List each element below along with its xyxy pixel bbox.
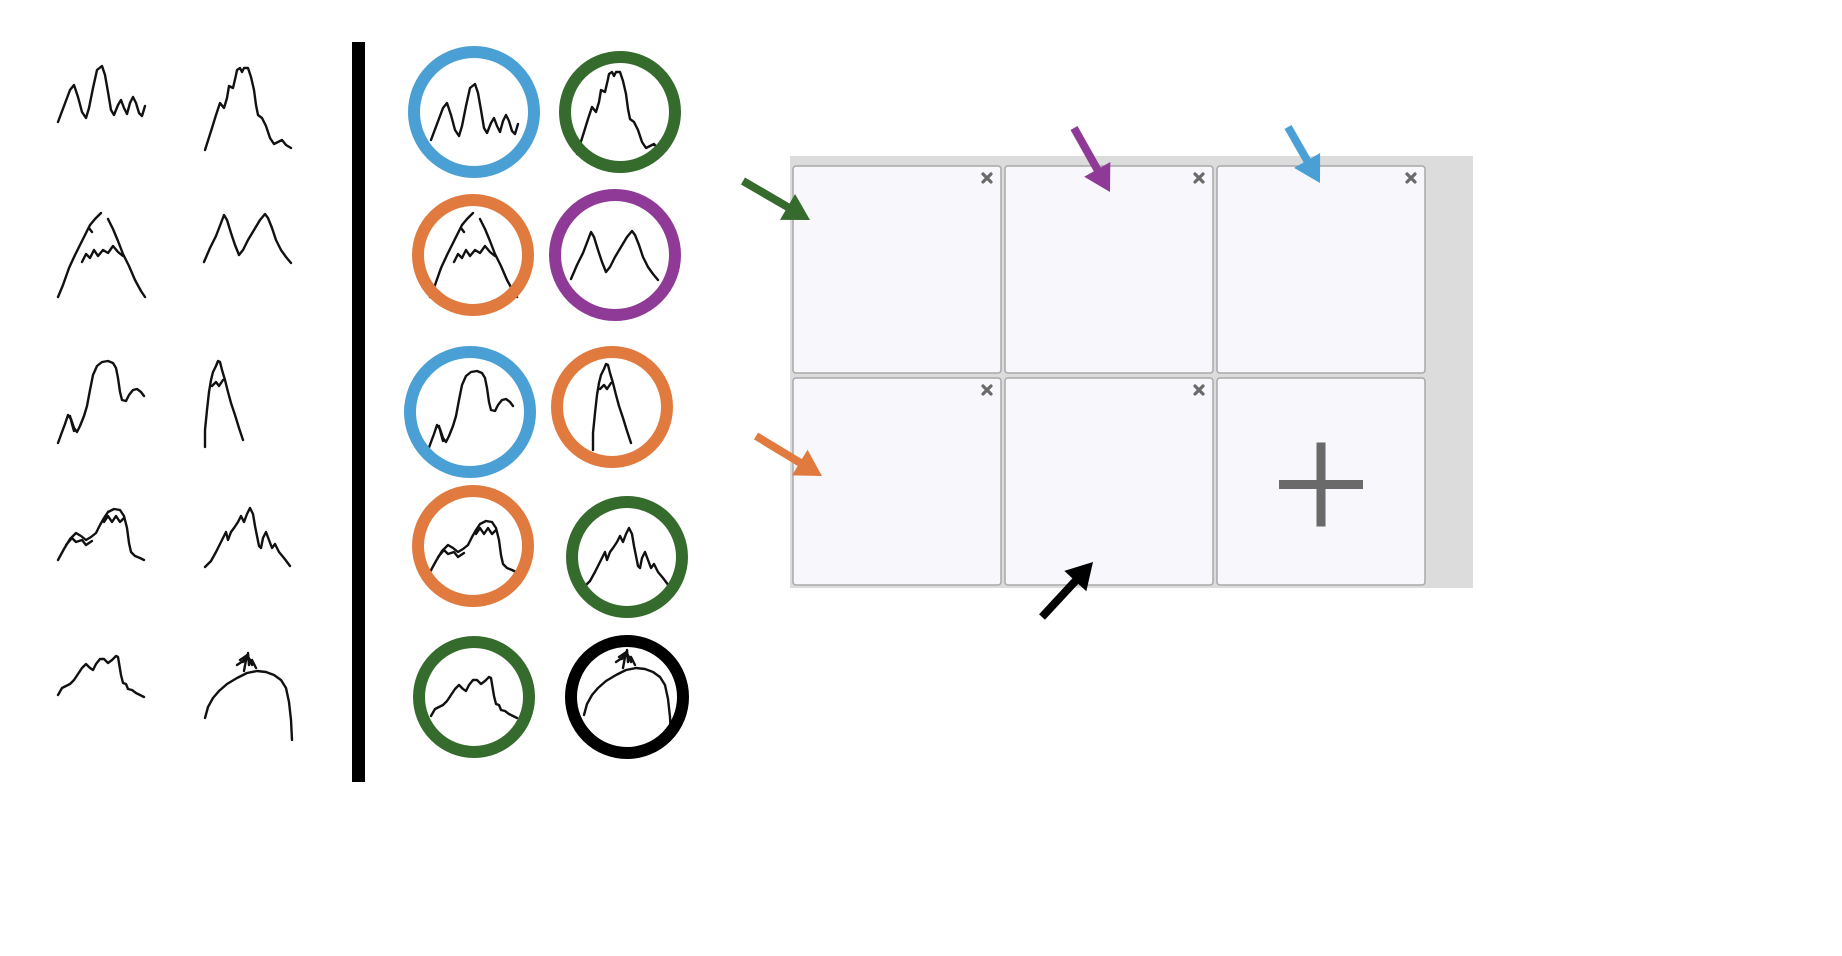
rounded-peak-sketch-icon [425, 369, 515, 455]
cluster-ring-orange [412, 485, 534, 607]
separator-bar [352, 42, 365, 782]
jagged-peak-sketch-icon [582, 526, 671, 589]
add-slot[interactable] [1216, 377, 1426, 586]
narrow-spike-sketch-icon [591, 362, 633, 452]
rounded-peak-sketch-icon [56, 359, 146, 445]
empty-slot[interactable] [1004, 377, 1214, 586]
arrow-shaft [1070, 126, 1102, 174]
m-shape-sketch-icon [569, 229, 660, 282]
empty-slot[interactable] [792, 165, 1002, 374]
cluster-item [566, 496, 688, 618]
empty-slot[interactable] [1004, 165, 1214, 374]
close-icon[interactable] [1193, 172, 1205, 184]
slot-grid-panel [790, 156, 1473, 588]
arrow-head [1064, 562, 1093, 592]
slot-frame [792, 165, 1002, 374]
arrow-head [1084, 161, 1111, 192]
cluster-ring-blue [404, 346, 536, 478]
cluster-item [404, 346, 536, 478]
dome-with-person-sketch-icon [582, 648, 673, 739]
close-icon[interactable] [1405, 172, 1417, 184]
bumpy-hill-sketch-icon [428, 519, 518, 574]
slot-frame [792, 377, 1002, 586]
cluster-ring-green [413, 636, 535, 758]
plus-icon[interactable] [1279, 442, 1363, 527]
empty-slot[interactable] [1216, 165, 1426, 374]
cluster-ring-blue [408, 46, 540, 178]
cluster-ring-black [565, 635, 689, 759]
arrow-shaft [1284, 125, 1312, 165]
jagged-peak-sketch-icon [203, 506, 292, 569]
low-ridge-sketch-icon [56, 654, 146, 699]
narrow-spike-sketch-icon [203, 359, 245, 449]
arrow-black [1039, 562, 1093, 620]
cluster-item [549, 189, 681, 321]
cluster-item [413, 636, 535, 758]
arrow-head [791, 449, 822, 476]
arrow-shaft [753, 432, 804, 467]
dome-with-person-sketch-icon [203, 651, 294, 742]
clustered-sketches [404, 46, 689, 759]
arrow-orange [753, 432, 822, 476]
arrow-blue [1284, 125, 1321, 183]
left-sketch-column-1 [56, 64, 147, 699]
slot-frame [1216, 165, 1426, 374]
arrow-green [740, 177, 810, 220]
close-icon[interactable] [981, 384, 993, 396]
cluster-item [412, 485, 534, 607]
arrow-purple [1070, 126, 1111, 192]
overlapping-peak-sketch-icon [56, 211, 147, 299]
cluster-item [551, 346, 673, 468]
tall-peak-sketch-icon [203, 66, 293, 152]
cluster-ring-orange [551, 346, 673, 468]
cluster-item [565, 635, 689, 759]
m-shape-sketch-icon [202, 212, 293, 265]
cluster-ring-green [566, 496, 688, 618]
slot-frame [1004, 377, 1214, 586]
twin-peak-sketch-icon [56, 64, 147, 124]
cluster-item [559, 51, 681, 173]
cluster-ring-orange [412, 194, 534, 316]
arrow-head [779, 193, 810, 220]
arrow-shaft [740, 177, 792, 212]
arrow-shaft [1039, 576, 1080, 620]
overlapping-peak-sketch-icon [428, 211, 519, 299]
arrow-head [1294, 152, 1321, 183]
close-icon[interactable] [1193, 384, 1205, 396]
tall-peak-sketch-icon [575, 70, 665, 156]
twin-peak-sketch-icon [429, 82, 520, 142]
low-ridge-sketch-icon [429, 675, 519, 720]
arrows [740, 125, 1321, 620]
slot-frame [1004, 165, 1214, 374]
close-icon[interactable] [981, 172, 993, 184]
empty-slot[interactable] [792, 377, 1002, 586]
bumpy-hill-sketch-icon [56, 507, 146, 562]
cluster-ring-purple [549, 189, 681, 321]
cluster-ring-green [559, 51, 681, 173]
left-sketch-column-2 [202, 66, 294, 742]
cluster-item [412, 194, 534, 316]
cluster-item [408, 46, 540, 178]
